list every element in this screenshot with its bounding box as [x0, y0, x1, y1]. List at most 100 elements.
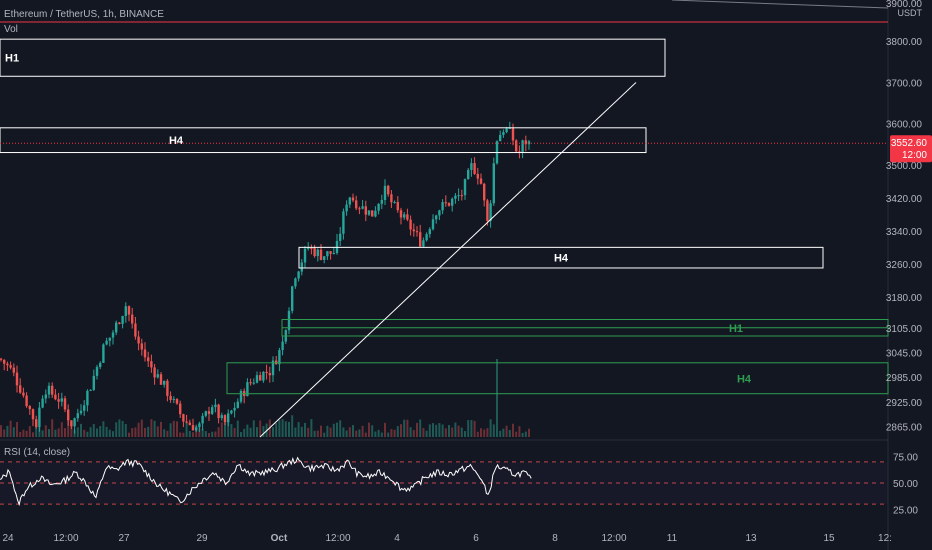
candle-body	[476, 173, 479, 179]
zone-box[interactable]	[0, 127, 647, 154]
volume-bar	[361, 425, 364, 437]
candle-body	[281, 341, 284, 351]
volume-bar	[412, 430, 415, 437]
volume-bar	[448, 425, 450, 437]
candle-body	[486, 200, 489, 221]
zone-label: H4	[737, 373, 752, 385]
volume-bar	[163, 429, 166, 437]
volume-bar	[473, 420, 476, 437]
candle-body	[303, 248, 307, 263]
volume-bar	[236, 420, 239, 437]
time-tick-label: 24	[2, 533, 14, 544]
volume-bar	[214, 431, 217, 437]
candle-body	[300, 262, 303, 272]
candle-body	[147, 357, 150, 362]
candle-body	[441, 202, 444, 211]
candle-body	[137, 336, 140, 344]
candle-body	[428, 229, 431, 235]
zone-box[interactable]	[0, 38, 666, 77]
candle-body	[143, 349, 147, 358]
volume-bar	[204, 431, 207, 437]
candle-body	[163, 380, 166, 385]
volume-bar	[438, 423, 441, 437]
candle-body	[12, 367, 15, 373]
rsi-label: RSI (14, close)	[4, 447, 70, 458]
drawing-line	[671, 0, 889, 9]
price-tick-label: 3600.00	[886, 120, 923, 131]
volume-bar	[326, 425, 329, 437]
volume-bar	[486, 428, 489, 437]
candle-body	[307, 247, 310, 249]
volume-bar	[89, 427, 92, 437]
time-tick-label: 8	[552, 533, 558, 544]
volume-bar	[403, 419, 406, 437]
candle-body	[313, 247, 316, 257]
candle-body	[406, 214, 409, 220]
candle-body	[358, 208, 361, 210]
candle-body	[287, 310, 291, 331]
volume-bar	[489, 419, 492, 437]
volume-bar	[60, 422, 63, 437]
volume-bar	[512, 423, 514, 437]
volume-bar	[492, 424, 495, 437]
volume-bar	[380, 432, 383, 437]
price-tick-label: 3260.00	[886, 260, 923, 271]
volume-bar	[147, 426, 150, 437]
candle-body	[156, 374, 159, 378]
candle-body	[454, 195, 457, 199]
candle-body	[505, 128, 508, 133]
candle-body	[211, 407, 214, 414]
volume-bar	[339, 420, 342, 437]
candle-body	[470, 163, 473, 170]
volume-bar	[67, 420, 70, 437]
candle-body	[268, 373, 271, 376]
candle-body	[460, 195, 463, 197]
volume-bar	[19, 431, 22, 437]
volume-bar	[252, 420, 255, 437]
candle-body	[422, 240, 425, 247]
candle-body	[294, 278, 297, 287]
candle-body	[86, 390, 89, 406]
zone-box[interactable]	[298, 246, 824, 269]
candle-body	[92, 375, 95, 390]
volume-bar	[144, 427, 146, 437]
volume-bar	[64, 428, 66, 437]
price-tick-label: 3105.00	[886, 324, 923, 335]
zone-box[interactable]	[226, 362, 889, 395]
candle-body	[297, 271, 300, 279]
price-tick-label: 3340.00	[886, 227, 923, 238]
volume-bar	[198, 428, 201, 437]
volume-bar	[307, 427, 310, 437]
candle-body	[44, 394, 47, 399]
volume-bar	[262, 426, 265, 437]
candle-body	[172, 398, 175, 400]
volume-bar	[332, 423, 335, 437]
rsi-tick-label: 75.00	[893, 453, 918, 464]
price-tick-label: 3700.00	[886, 78, 923, 89]
candle-body	[310, 247, 313, 249]
trend-line[interactable]	[259, 82, 637, 438]
volume-bar	[188, 430, 191, 437]
volume-bar	[467, 420, 470, 437]
candle-body	[140, 343, 143, 350]
candle-body	[345, 204, 348, 212]
time-tick-label: 12:	[878, 533, 892, 544]
volume-bar	[518, 426, 521, 437]
candle-body	[511, 127, 515, 141]
candle-body	[230, 410, 233, 414]
candle-body	[134, 323, 137, 337]
candle-body	[262, 371, 265, 381]
candle-body	[25, 395, 28, 407]
candle-body	[451, 198, 454, 206]
volume-bar	[348, 427, 351, 437]
volume-bar	[112, 431, 114, 437]
candle-body	[89, 389, 92, 391]
volume-bar	[160, 421, 162, 437]
volume-bar	[291, 415, 294, 437]
volume-bar	[521, 432, 524, 437]
volume-bar	[233, 427, 236, 437]
candle-body	[415, 231, 419, 233]
candle-body	[54, 394, 57, 400]
